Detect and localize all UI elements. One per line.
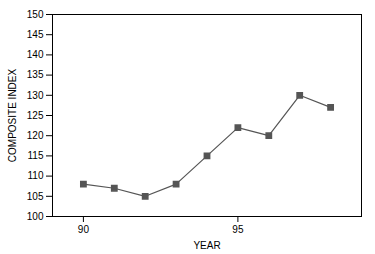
svg-text:90: 90 — [78, 224, 90, 235]
svg-text:130: 130 — [27, 90, 44, 101]
svg-text:COMPOSITE INDEX: COMPOSITE INDEX — [7, 69, 18, 163]
svg-text:120: 120 — [27, 130, 44, 141]
svg-text:115: 115 — [28, 150, 44, 161]
svg-text:125: 125 — [27, 110, 44, 121]
svg-text:100: 100 — [27, 211, 44, 222]
svg-text:95: 95 — [232, 224, 244, 235]
svg-text:105: 105 — [27, 191, 44, 202]
svg-text:110: 110 — [28, 170, 44, 181]
svg-text:135: 135 — [27, 69, 44, 80]
svg-text:YEAR: YEAR — [193, 240, 220, 251]
svg-text:145: 145 — [27, 29, 44, 40]
svg-text:150: 150 — [27, 9, 44, 20]
svg-text:140: 140 — [27, 49, 44, 60]
